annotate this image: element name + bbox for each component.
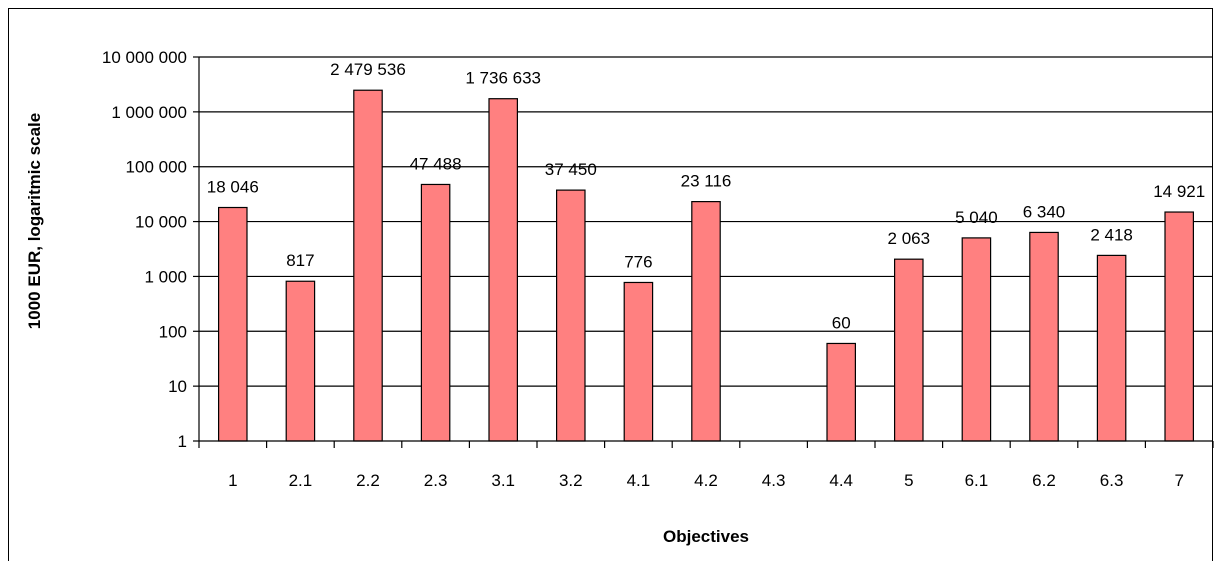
y-tick-label: 100 [159,322,187,341]
bar [488,98,518,442]
data-label: 2 479 536 [330,60,406,79]
x-tick-label: 4.2 [694,471,718,490]
x-tick-label: 4.4 [829,471,853,490]
data-label: 1 736 633 [465,69,541,88]
bar [1164,211,1194,442]
data-label: 817 [286,251,314,270]
x-tick-label: 2.3 [424,471,448,490]
y-tick-label: 10 [168,377,187,396]
bar [1029,231,1059,442]
bar [285,280,316,442]
bar [218,206,248,442]
data-label: 23 116 [681,172,732,191]
x-tick-label: 6.2 [1032,471,1056,490]
data-label: 2 063 [888,229,931,248]
bar [353,89,383,442]
x-tick-label: 6.3 [1100,471,1124,490]
chart-frame [8,8,1213,561]
bar [961,237,992,442]
data-label: 2 418 [1090,225,1133,244]
y-tick-label: 1 [178,432,187,451]
x-tick-label: 4.3 [762,471,786,490]
data-label: 5 040 [955,208,998,227]
x-tick-label: 6.1 [965,471,989,490]
data-labels: 18 046 817 2 479 536 47 488 1 736 633 37 450 7… [207,60,1205,332]
x-tick-label: 3.2 [559,471,583,490]
bar [1096,254,1127,442]
bar [556,189,586,442]
y-tick-label: 1 000 [144,267,187,286]
y-tick-label: 10 000 000 [102,48,187,67]
data-label: 14 921 [1153,182,1205,201]
axes: 1 10 100 1 000 10 000 100 000 1 000 000 10 000 … [102,48,1214,490]
data-label: 47 488 [410,154,462,173]
bars [218,89,1194,442]
bar [420,183,451,442]
y-tick-label: 100 000 [126,158,187,177]
x-axis-title: Objectives [663,527,749,546]
data-label: 18 046 [207,178,259,197]
bar [826,342,856,442]
y-tick-label: 1 000 000 [111,103,187,122]
bar [691,201,721,442]
x-tick-label: 4.1 [627,471,651,490]
data-label: 60 [832,313,851,332]
x-tick-label: 2.1 [289,471,313,490]
y-tick-label: 10 000 [135,213,187,232]
x-tick-label: 2.2 [356,471,380,490]
bar [623,281,654,442]
y-axis-title: 1000 EUR, logaritmic scale [25,113,44,329]
x-tick-label: 5 [904,471,913,490]
x-tick-label: 7 [1174,471,1183,490]
data-label: 37 450 [545,160,597,179]
data-label: 6 340 [1023,202,1066,221]
data-label: 776 [624,252,652,271]
x-tick-label: 1 [228,471,237,490]
x-tick-label: 3.1 [491,471,515,490]
bar [894,258,924,442]
